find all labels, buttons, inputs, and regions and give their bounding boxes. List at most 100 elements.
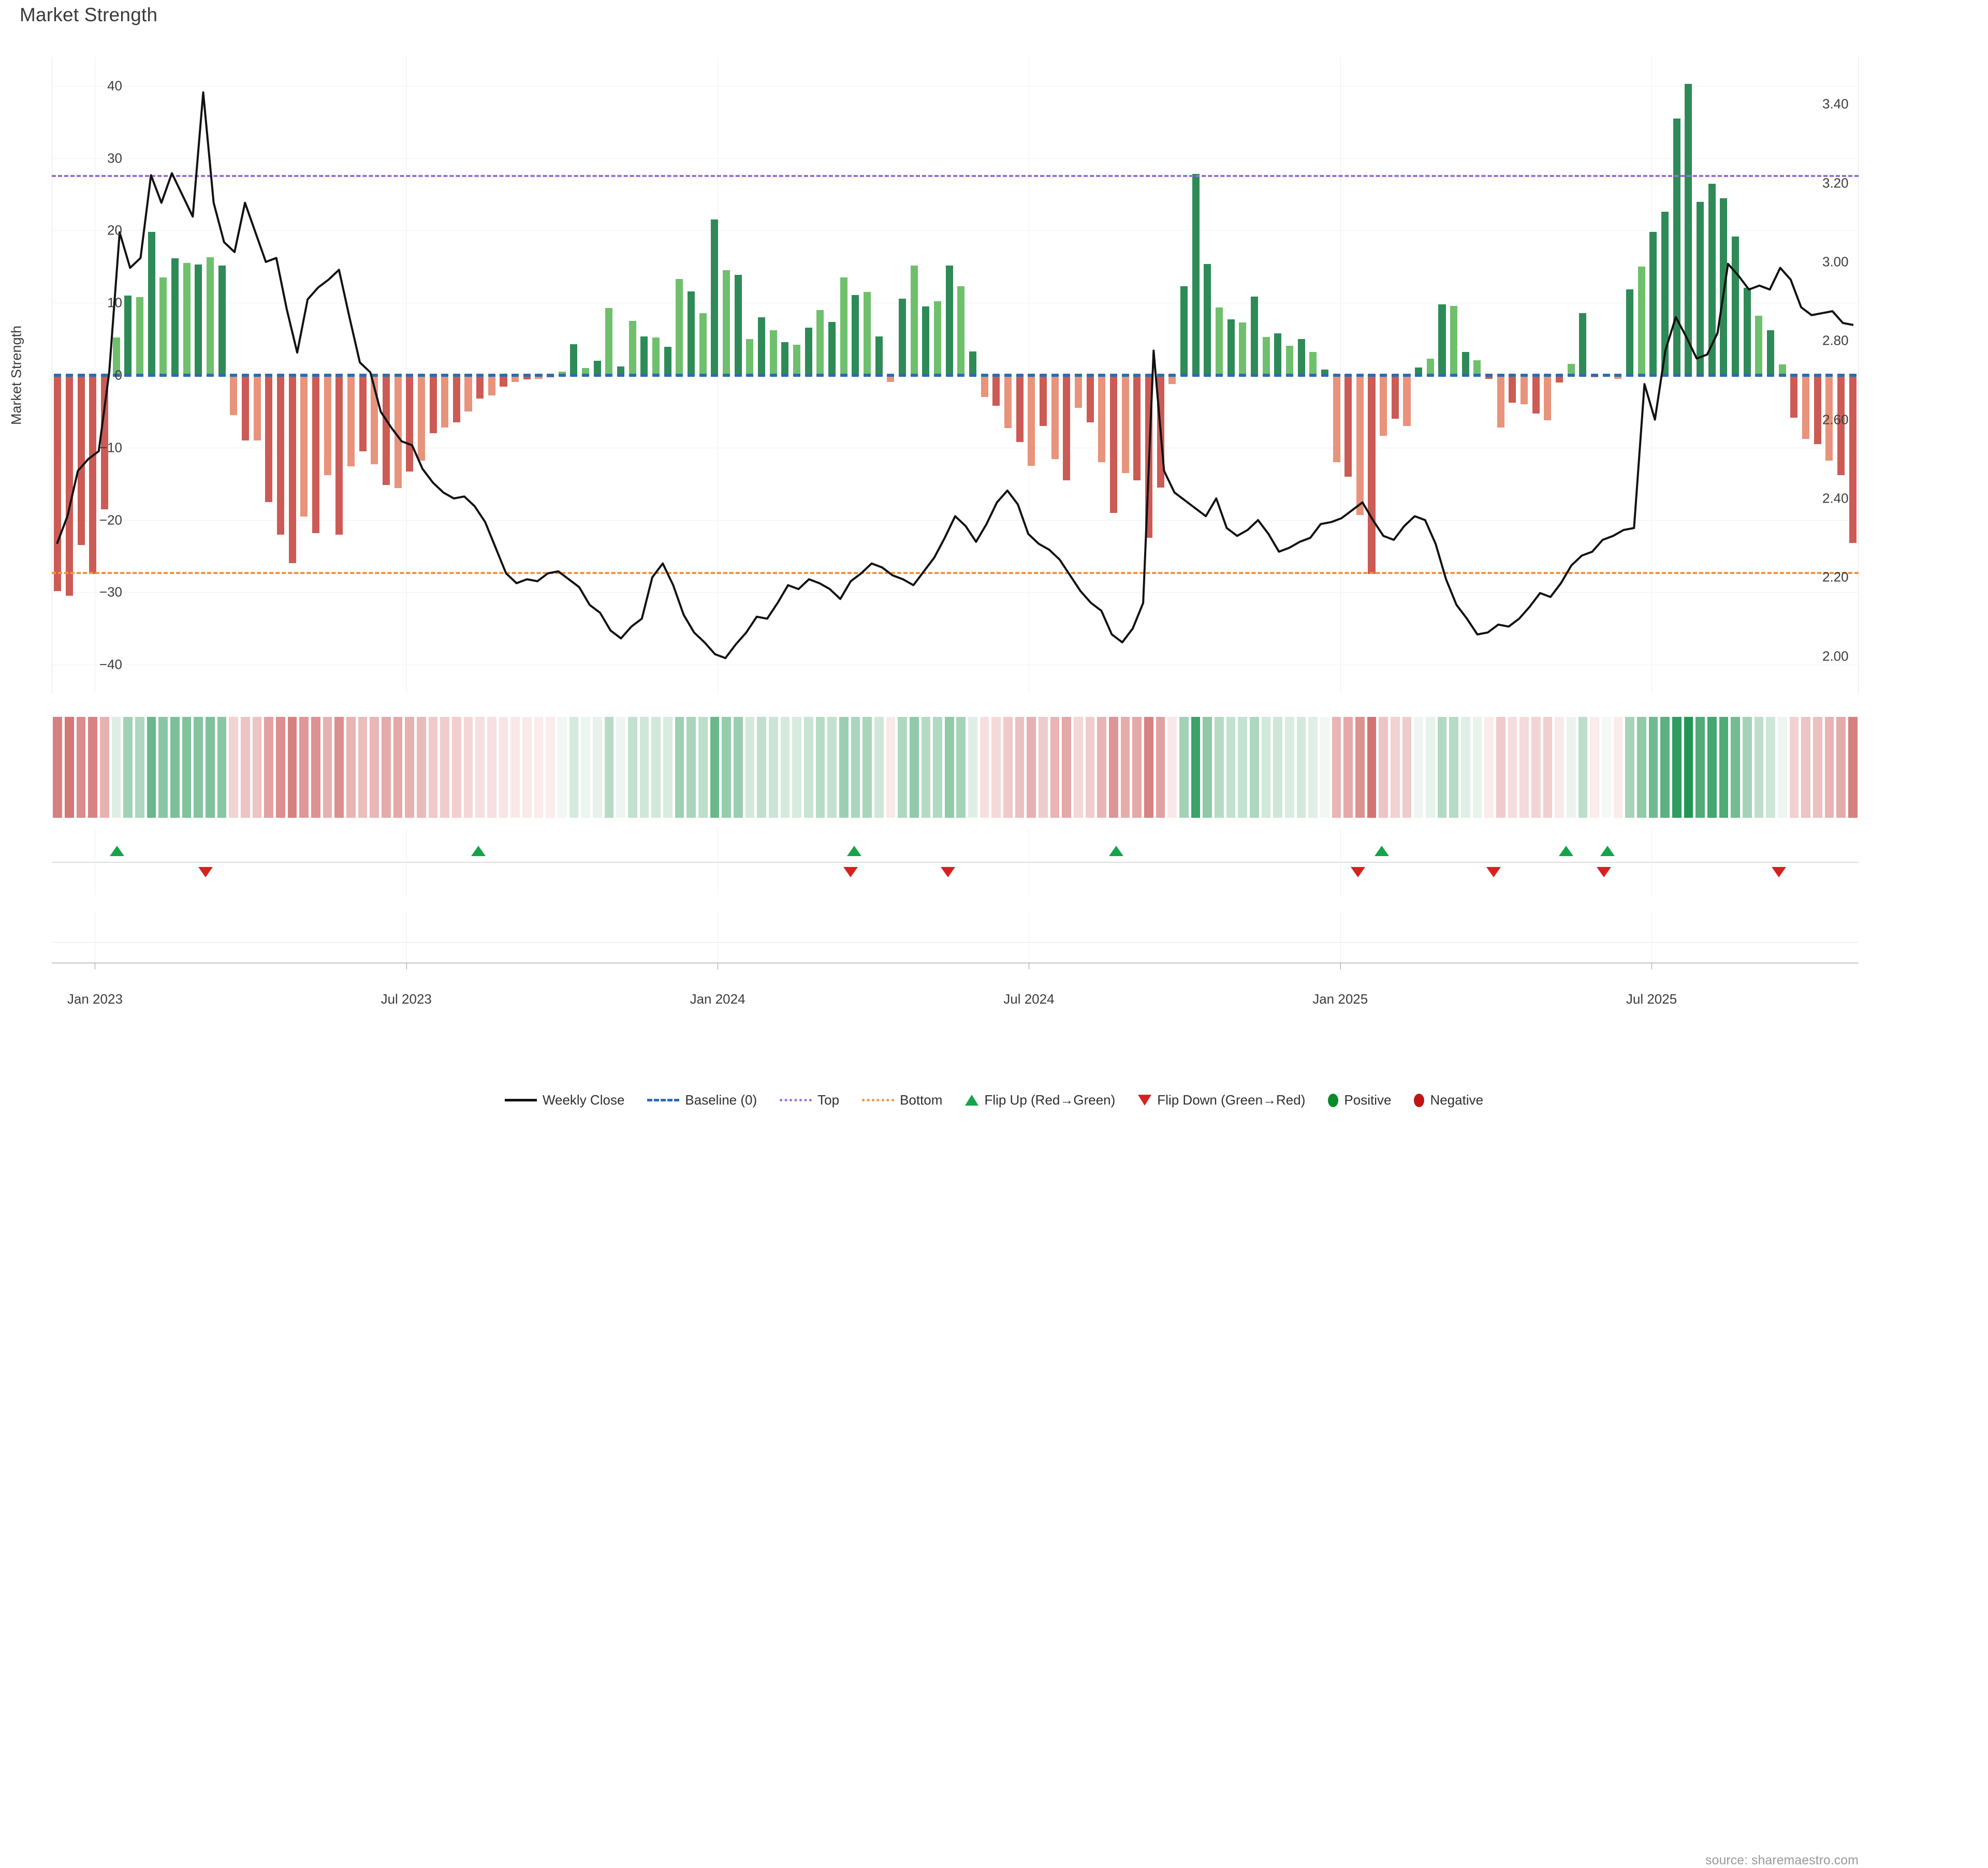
strength-bar[interactable]	[1532, 375, 1540, 414]
heatmap-cell[interactable]	[1660, 717, 1670, 818]
heatmap-cell[interactable]	[1496, 717, 1505, 818]
strength-bar[interactable]	[1333, 375, 1340, 462]
heatmap-cell[interactable]	[1015, 717, 1025, 818]
strength-bar[interactable]	[1415, 367, 1423, 375]
flip-down-marker[interactable]	[941, 867, 956, 877]
strength-bar[interactable]	[1825, 375, 1833, 461]
strength-bar[interactable]	[1814, 375, 1821, 444]
heatmap-cell[interactable]	[1437, 717, 1447, 818]
heatmap-cell[interactable]	[1449, 717, 1458, 818]
strength-bar[interactable]	[945, 265, 953, 375]
heatmap-cell[interactable]	[1074, 717, 1083, 818]
strength-bar[interactable]	[1016, 375, 1024, 442]
strength-bar[interactable]	[159, 277, 167, 375]
heatmap-cell[interactable]	[475, 717, 485, 818]
strength-bars[interactable]	[52, 57, 1859, 694]
heatmap-cell[interactable]	[1167, 717, 1177, 818]
flip-up-marker[interactable]	[1374, 846, 1389, 856]
strength-bar[interactable]	[688, 291, 695, 375]
heatmap-cell[interactable]	[1203, 717, 1212, 818]
strength-bar[interactable]	[324, 375, 331, 475]
heatmap-cell[interactable]	[616, 717, 625, 818]
heatmap-cell[interactable]	[1648, 717, 1658, 818]
strength-bar[interactable]	[1039, 375, 1047, 426]
heatmap-cell[interactable]	[522, 717, 532, 818]
strength-bar[interactable]	[734, 274, 742, 375]
heatmap-cell[interactable]	[452, 717, 461, 818]
heatmap-cell[interactable]	[1519, 717, 1529, 818]
heatmap-cell[interactable]	[710, 717, 720, 818]
strength-bar[interactable]	[1614, 375, 1622, 379]
strength-bar[interactable]	[276, 375, 284, 535]
heatmap-cell[interactable]	[1261, 717, 1271, 818]
strength-bar[interactable]	[1638, 267, 1645, 375]
heatmap-cell[interactable]	[1144, 717, 1153, 818]
heatmap-cell[interactable]	[733, 717, 743, 818]
heatmap-cell[interactable]	[757, 717, 766, 818]
heatmap-cell[interactable]	[1789, 717, 1799, 818]
heatmap-cell[interactable]	[1613, 717, 1623, 818]
flip-down-marker[interactable]	[198, 867, 213, 877]
strength-bar[interactable]	[535, 375, 543, 379]
heatmap-cell[interactable]	[1390, 717, 1400, 818]
strength-bar[interactable]	[452, 375, 460, 422]
heatmap-cell[interactable]	[346, 717, 356, 818]
flip-up-marker[interactable]	[471, 846, 486, 856]
heatmap-cell[interactable]	[287, 717, 297, 818]
heatmap-cell[interactable]	[1636, 717, 1646, 818]
strength-bar[interactable]	[183, 263, 191, 375]
strength-bar[interactable]	[711, 219, 719, 375]
heatmap-cell[interactable]	[1695, 717, 1705, 818]
heatmap-cell[interactable]	[886, 717, 896, 818]
strength-bar[interactable]	[605, 308, 613, 375]
strength-bar[interactable]	[1403, 375, 1411, 426]
heatmap-cell[interactable]	[1132, 717, 1142, 818]
heatmap-cell[interactable]	[182, 717, 192, 818]
heatmap-cell[interactable]	[768, 717, 778, 818]
strength-bar[interactable]	[1109, 375, 1117, 513]
heatmap-cell[interactable]	[1003, 717, 1013, 818]
heatmap-cell[interactable]	[1355, 717, 1365, 818]
heatmap-cell[interactable]	[417, 717, 426, 818]
heatmap-cell[interactable]	[1672, 717, 1682, 818]
flip-down-marker[interactable]	[1596, 867, 1611, 877]
heatmap-cell[interactable]	[1812, 717, 1822, 818]
strength-bar[interactable]	[265, 375, 273, 502]
strength-bar[interactable]	[1344, 375, 1352, 477]
strength-bar[interactable]	[300, 375, 308, 517]
heatmap-cell[interactable]	[1308, 717, 1318, 818]
strength-bar[interactable]	[805, 327, 812, 375]
strength-bar[interactable]	[1133, 375, 1141, 480]
strength-bar[interactable]	[65, 375, 73, 596]
heatmap-cell[interactable]	[968, 717, 977, 818]
heatmap-cell[interactable]	[803, 717, 813, 818]
heatmap-cell[interactable]	[604, 717, 614, 818]
strength-bar[interactable]	[100, 375, 108, 509]
heatmap-cell[interactable]	[1343, 717, 1353, 818]
strength-bar[interactable]	[1790, 375, 1798, 418]
strength-bar[interactable]	[1708, 183, 1716, 375]
strength-bar[interactable]	[1837, 375, 1845, 475]
strength-bar[interactable]	[828, 321, 836, 375]
heatmap-cell[interactable]	[440, 717, 450, 818]
heatmap-cell[interactable]	[1824, 717, 1834, 818]
strength-bar[interactable]	[875, 336, 883, 375]
heatmap-cell[interactable]	[1050, 717, 1060, 818]
heatmap-cell[interactable]	[147, 717, 156, 818]
heatmap-cell[interactable]	[1684, 717, 1693, 818]
legend-item-negative[interactable]: Negative	[1414, 1092, 1483, 1108]
strength-bar[interactable]	[1380, 375, 1387, 436]
heatmap-cell[interactable]	[53, 717, 63, 818]
heatmap-cell[interactable]	[1460, 717, 1470, 818]
strength-bar[interactable]	[1204, 263, 1211, 375]
heatmap-cell[interactable]	[1719, 717, 1729, 818]
strength-bar[interactable]	[1262, 336, 1270, 375]
heatmap-cell[interactable]	[370, 717, 379, 818]
heatmap-cell[interactable]	[792, 717, 801, 818]
strength-bar[interactable]	[992, 375, 1000, 406]
heatmap-cell[interactable]	[1836, 717, 1846, 818]
strength-bar[interactable]	[640, 336, 648, 375]
legend-item-flip-down[interactable]: Flip Down (Green→Red)	[1138, 1092, 1305, 1108]
heatmap-cell[interactable]	[1508, 717, 1517, 818]
heatmap-cell[interactable]	[499, 717, 508, 818]
